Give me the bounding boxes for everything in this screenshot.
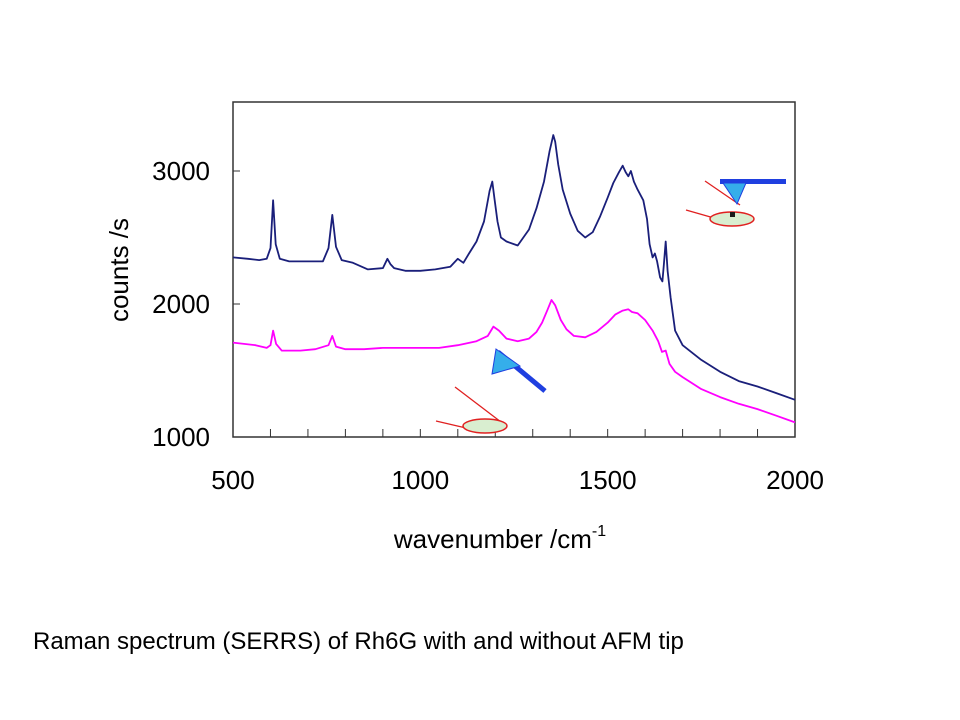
y-axis-title: counts /s <box>104 218 134 322</box>
x-tick-label: 2000 <box>766 465 824 495</box>
x-tick-label: 1000 <box>391 465 449 495</box>
afm-tip-engaged-icon <box>685 179 786 227</box>
x-axis-title: wavenumber /cm-1 <box>393 523 606 554</box>
x-axis-title-main: wavenumber /cm <box>393 524 592 554</box>
x-axis-title-superscript: -1 <box>592 523 606 540</box>
series-line-without-tip <box>232 299 796 424</box>
x-tick-label: 1500 <box>579 465 637 495</box>
y-tick-label: 1000 <box>152 422 210 452</box>
y-tick-label: 2000 <box>152 289 210 319</box>
x-minor-ticks <box>269 429 759 437</box>
plot-frame <box>232 101 796 438</box>
y-tick-label: 3000 <box>152 156 210 186</box>
x-tick-label: 500 <box>211 465 254 495</box>
series-layer <box>232 134 796 424</box>
afm-tip-retracted-icon <box>435 348 547 434</box>
figure-caption: Raman spectrum (SERRS) of Rh6G with and … <box>33 628 684 655</box>
series-line-with-tip <box>232 134 796 401</box>
